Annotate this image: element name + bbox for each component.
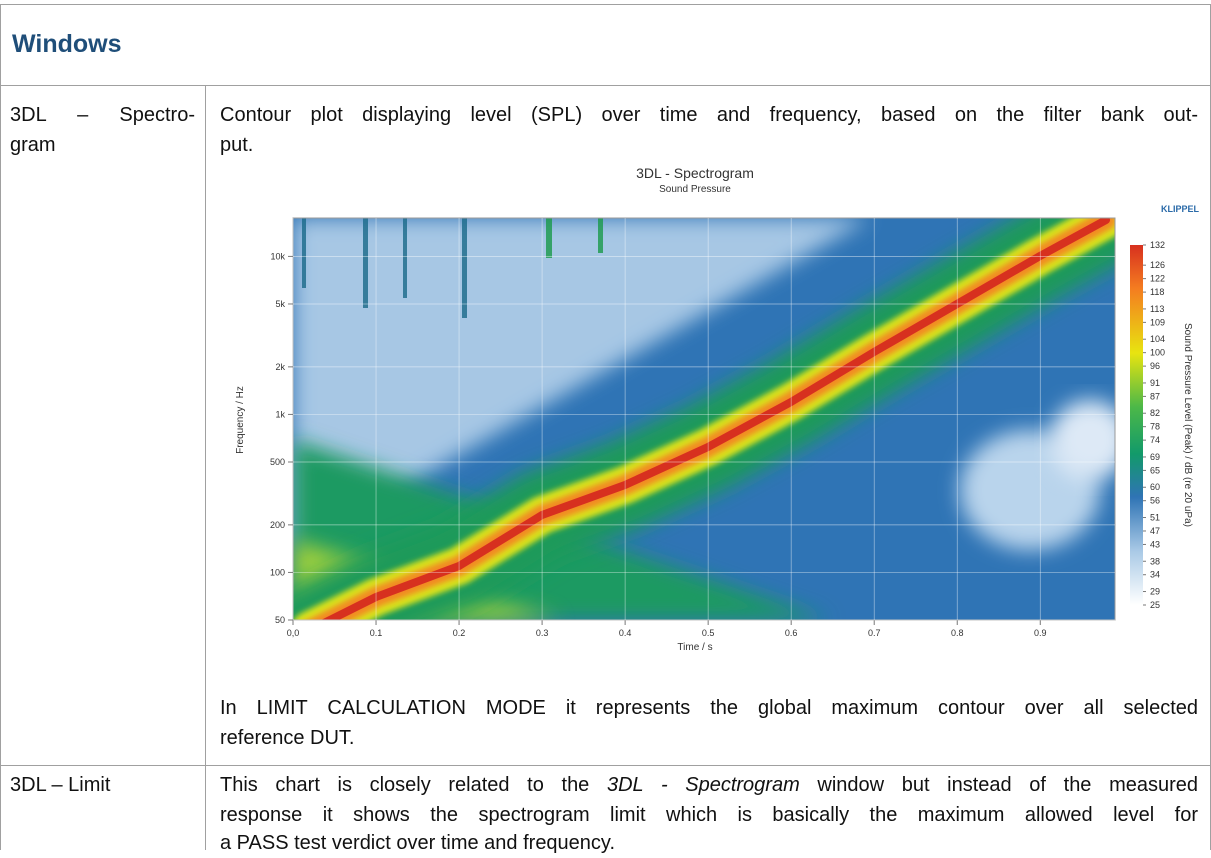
x-tick-label: 0,0 <box>287 628 300 638</box>
emphasis: 3DL - Spectrogram <box>606 774 800 796</box>
colorbar-tick-label: 34 <box>1150 570 1160 580</box>
colorbar-tick-label: 100 <box>1150 348 1165 358</box>
colorbar-tick-label: 29 <box>1150 587 1160 597</box>
colorbar-tick-label: 51 <box>1150 513 1160 523</box>
colorbar-tick-label: 69 <box>1150 452 1160 462</box>
row-text: This chart is closely related to the 3DL… <box>220 770 1198 800</box>
x-axis-label: Time / s <box>677 642 712 653</box>
row-label: 3DL – Limit <box>10 774 111 796</box>
colorbar-tick-label: 109 <box>1150 317 1165 327</box>
border <box>0 4 1211 5</box>
x-tick-label: 0.4 <box>619 628 632 638</box>
text: This chart is closely related to the <box>220 774 590 796</box>
colorbar-tick-label: 56 <box>1150 496 1160 506</box>
colorbar-tick-label: 87 <box>1150 391 1160 401</box>
x-tick-label: 0.8 <box>951 628 964 638</box>
x-tick-label: 0.7 <box>868 628 881 638</box>
text: window but instead of the measured <box>817 774 1199 796</box>
y-tick-label: 500 <box>270 457 285 467</box>
border <box>0 85 1211 86</box>
x-tick-label: 0.2 <box>453 628 466 638</box>
colorbar-tick-label: 118 <box>1150 287 1164 297</box>
y-tick-label: 10k <box>270 251 285 261</box>
colorbar-tick-label: 82 <box>1150 408 1160 418</box>
colorbar-tick-label: 122 <box>1150 274 1165 284</box>
row-text: reference DUT. <box>220 727 355 749</box>
chart-title: 3DL - Spectrogram <box>636 165 754 181</box>
chart-subtitle: Sound Pressure <box>659 184 731 195</box>
x-tick-label: 0.6 <box>785 628 798 638</box>
x-tick-label: 0.1 <box>370 628 383 638</box>
colorbar <box>1130 245 1143 605</box>
colorbar-tick-label: 113 <box>1150 304 1164 314</box>
border <box>0 765 1211 766</box>
row-text: a PASS test verdict over time and freque… <box>220 832 615 854</box>
row-text: put. <box>220 134 254 156</box>
border <box>205 85 206 850</box>
x-tick-label: 0.5 <box>702 628 715 638</box>
colorbar-tick-label: 126 <box>1150 260 1165 270</box>
y-tick-label: 200 <box>270 520 285 530</box>
colorbar-tick-label: 104 <box>1150 334 1165 344</box>
colorbar-tick-label: 91 <box>1150 378 1160 388</box>
colorbar-tick-label: 60 <box>1150 482 1160 492</box>
y-tick-label: 100 <box>270 567 285 577</box>
row-label: 3DL – Spectro- <box>10 104 195 126</box>
colorbar-tick-label: 132 <box>1150 240 1165 250</box>
row-text: In LIMIT CALCULATION MODE it represents … <box>220 697 1198 719</box>
y-tick-label: 50 <box>275 615 285 625</box>
colorbar-tick-label: 65 <box>1150 465 1160 475</box>
colorbar-tick-label: 96 <box>1150 361 1160 371</box>
colorbar-tick-label: 43 <box>1150 539 1160 549</box>
y-tick-label: 1k <box>275 409 285 419</box>
colorbar-tick-label: 47 <box>1150 526 1160 536</box>
y-tick-label: 2k <box>275 362 285 372</box>
spectrogram-image <box>293 218 1115 620</box>
colorbar-tick-label: 74 <box>1150 435 1160 445</box>
header-title: Windows <box>12 30 122 58</box>
row-text: response it shows the spectrogram limit … <box>220 804 1198 826</box>
x-tick-label: 0.9 <box>1034 628 1047 638</box>
border <box>0 4 1 850</box>
row-text: Contour plot displaying level (SPL) over… <box>220 104 1198 126</box>
spectrogram-chart: 3DL - Spectrogram Sound Pressure KLIPPEL Ti… <box>235 165 1200 653</box>
colorbar-tick-label: 25 <box>1150 600 1160 610</box>
colorbar-tick-label: 78 <box>1150 422 1160 432</box>
brand: KLIPPEL <box>1161 204 1200 214</box>
colorbar-tick-label: 38 <box>1150 556 1160 566</box>
y-tick-label: 5k <box>275 299 285 309</box>
colorbar-label: Sound Pressure Level (Peak) / dB (re 20 … <box>1182 323 1193 527</box>
row-label: gram <box>10 134 56 156</box>
x-tick-label: 0.3 <box>536 628 549 638</box>
y-axis-label: Frequency / Hz <box>235 386 246 454</box>
